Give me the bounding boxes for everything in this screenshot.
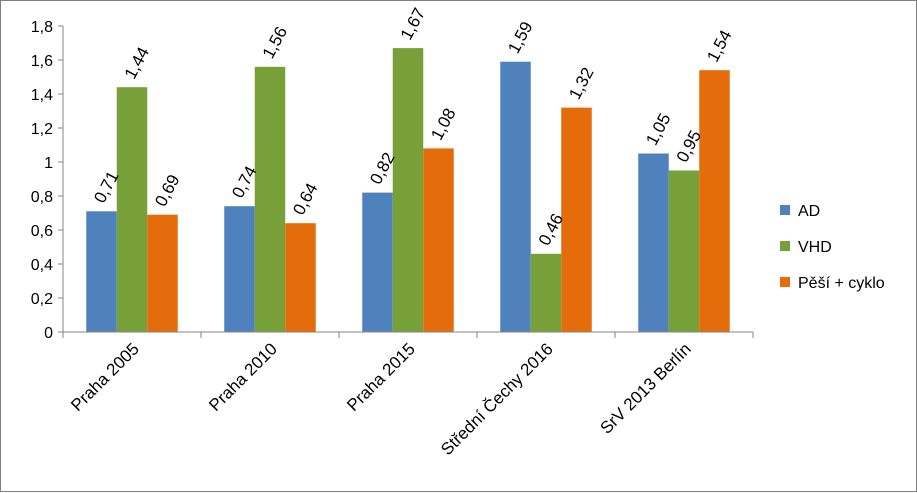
bar-ad-0 — [86, 211, 117, 332]
bar-vhd-1 — [254, 66, 286, 333]
y-tick-label: 1,2 — [31, 121, 53, 138]
data-label: 0,69 — [151, 171, 183, 209]
x-category-label: Praha 2015 — [343, 339, 419, 415]
x-category-label: Střední Čechy 2016 — [437, 339, 557, 459]
bar-p-cyklo-1 — [285, 223, 316, 332]
y-tick-label: 0,8 — [31, 189, 53, 206]
data-label: 1,56 — [259, 24, 291, 62]
legend-swatch — [780, 241, 790, 251]
data-label: 1,67 — [397, 5, 429, 43]
y-tick-label: 0,4 — [31, 257, 53, 274]
legend-item-vhd: VHD — [780, 239, 832, 256]
bar-vhd-4 — [668, 170, 700, 332]
y-tick-label: 1,8 — [31, 19, 53, 36]
legend-label: AD — [798, 203, 820, 220]
y-tick-label: 0,6 — [31, 223, 53, 240]
y-tick-label: 1,4 — [31, 87, 53, 104]
bar-p-cyklo-4 — [699, 70, 730, 332]
bar-p-cyklo-2 — [423, 148, 454, 332]
bar-vhd-3 — [530, 253, 562, 332]
bar-vhd-0 — [116, 87, 148, 332]
bar-ad-4 — [638, 153, 669, 332]
x-category-label: Praha 2010 — [205, 339, 281, 415]
y-tick-label: 1 — [44, 155, 53, 172]
bar-p-cyklo-0 — [147, 214, 178, 332]
legend-label: VHD — [798, 239, 832, 256]
data-label: 1,54 — [703, 27, 735, 65]
legend-swatch — [780, 205, 790, 215]
bar-ad-2 — [362, 192, 393, 332]
y-tick-label: 0,2 — [31, 291, 53, 308]
bar-p-cyklo-3 — [561, 107, 592, 332]
x-axis: Praha 2005 Praha 2010 Praha 2015 Střední Če… — [62, 331, 754, 459]
y-axis: 0 0,2 0,4 0,6 0,8 1 1,2 1,4 1,6 1,8 — [31, 19, 64, 342]
x-category-label: Praha 2005 — [67, 339, 143, 415]
data-label: 1,32 — [565, 64, 597, 102]
legend: AD VHD Pěší + cyklo — [780, 203, 885, 292]
data-label: 1,59 — [504, 18, 536, 56]
y-tick-label: 1,6 — [31, 53, 53, 70]
bar-vhd-2 — [392, 48, 424, 332]
data-label: 1,05 — [642, 110, 674, 148]
y-tick-label: 0 — [44, 325, 53, 342]
bar-ad-1 — [224, 206, 255, 332]
bars — [86, 48, 730, 333]
data-label: 0,64 — [289, 180, 321, 218]
bar-ad-3 — [500, 61, 531, 332]
legend-item-p-cyklo: Pěší + cyklo — [780, 275, 885, 292]
data-label: 1,08 — [427, 105, 459, 143]
data-label: 1,44 — [121, 44, 153, 82]
legend-label: Pěší + cyklo — [798, 275, 885, 292]
x-category-label: SrV 2013 Berlín — [597, 339, 695, 437]
legend-item-ad: AD — [780, 203, 820, 220]
legend-swatch — [780, 277, 790, 287]
